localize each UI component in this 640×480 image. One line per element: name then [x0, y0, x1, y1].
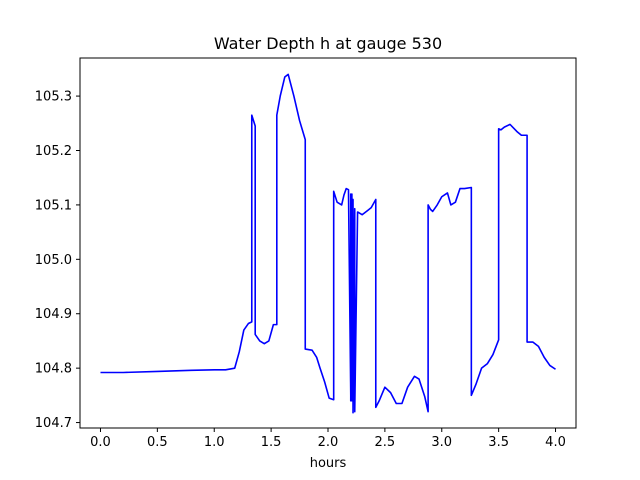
y-tick-label: 104.9 — [35, 307, 72, 322]
y-tick-label: 104.8 — [35, 362, 72, 377]
x-tick-label: 3.5 — [488, 435, 509, 450]
x-tick-label: 0.5 — [147, 435, 168, 450]
x-tick-label: 2.5 — [375, 435, 396, 450]
y-tick-label: 105.3 — [35, 90, 72, 105]
y-tick-label: 105.2 — [35, 144, 72, 159]
y-tick-label: 105.1 — [35, 198, 72, 213]
x-tick-label: 1.5 — [261, 435, 282, 450]
y-axis: 104.7 104.8 104.9 105.0 105.1 105.2 105.3 — [35, 90, 80, 431]
x-axis-label: hours — [310, 456, 347, 471]
x-tick-label: 4.0 — [545, 435, 566, 450]
x-axis: 0.0 0.5 1.0 1.5 2.0 2.5 3.0 3.5 4.0 — [90, 428, 566, 450]
series-line-1 — [100, 73, 556, 414]
y-tick-label: 105.0 — [35, 253, 72, 268]
x-tick-label: 2.0 — [318, 435, 339, 450]
x-tick-label: 1.0 — [204, 435, 225, 450]
chart-title: Water Depth h at gauge 530 — [214, 34, 442, 53]
x-tick-label: 0.0 — [90, 435, 111, 450]
x-tick-label: 3.0 — [431, 435, 452, 450]
plot-area — [100, 73, 556, 414]
y-tick-label: 104.7 — [35, 416, 72, 431]
